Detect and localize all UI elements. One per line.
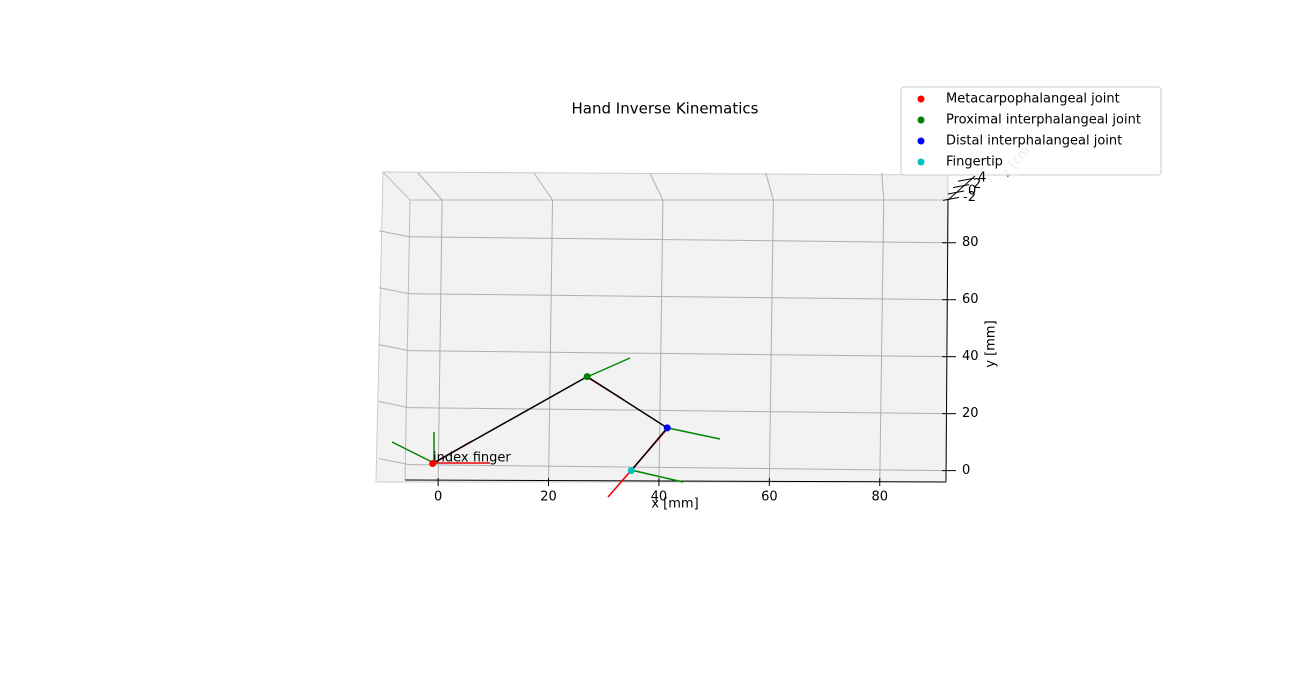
grid — [378, 172, 948, 483]
y-axis — [945, 199, 949, 483]
z-tick — [942, 196, 960, 201]
legend — [900, 86, 1162, 176]
legend-marker — [917, 158, 925, 166]
y-tick-label: 80 — [962, 235, 979, 250]
legend-label: Distal interphalangeal joint — [946, 134, 1122, 149]
x-tick-label: 60 — [761, 490, 778, 505]
x-tick-label: 40 — [651, 490, 668, 505]
grid-line — [879, 199, 885, 483]
legend-label: Proximal interphalangeal joint — [946, 113, 1141, 128]
x-tick-label: 80 — [871, 490, 888, 505]
pane-edge — [404, 199, 411, 481]
frame-axis — [667, 427, 721, 440]
joint-point — [663, 424, 671, 432]
legend-marker — [917, 95, 925, 103]
z-tick — [957, 177, 975, 182]
z-tick-label: 4 — [978, 171, 986, 186]
grid-line — [408, 293, 948, 301]
joint-point — [583, 373, 591, 381]
x-axis-label: x [mm] — [651, 497, 698, 512]
frame-axis — [586, 357, 631, 378]
grid-line — [408, 350, 948, 358]
legend-label: Fingertip — [946, 155, 1003, 170]
z-tick — [952, 184, 970, 189]
grid-line — [649, 172, 664, 201]
x-tick-label: 0 — [434, 490, 442, 505]
z-axis — [947, 175, 976, 201]
legend-label: Metacarpophalangeal joint — [946, 92, 1120, 107]
grid-line — [658, 199, 664, 483]
bones — [432, 375, 668, 472]
legend-marker — [917, 116, 925, 124]
grid-line — [533, 172, 553, 201]
y-tick-label: 60 — [962, 292, 979, 307]
grid-line — [765, 172, 774, 201]
z-tick-label: 0 — [968, 184, 976, 199]
joint-point — [429, 459, 437, 467]
frame-axis — [630, 469, 684, 483]
grid-line — [378, 401, 410, 409]
legend-marker — [917, 137, 925, 145]
z-tick-label: 2 — [973, 177, 981, 192]
grid-line — [378, 230, 410, 238]
z-tick — [947, 190, 965, 195]
grid-line — [408, 464, 948, 472]
y-tick-label: 0 — [962, 463, 970, 478]
grid-line — [881, 172, 885, 201]
y-axis-label: y [mm] — [984, 320, 999, 367]
grid-line — [548, 199, 554, 483]
joint-point — [627, 467, 635, 475]
bone — [432, 375, 588, 465]
grid-line — [417, 172, 443, 201]
grid-line — [437, 199, 443, 483]
bone — [630, 427, 668, 472]
frame-axis — [391, 441, 435, 464]
grid-line — [378, 458, 410, 466]
grid-line — [408, 236, 948, 244]
x-tick-label: 20 — [540, 490, 557, 505]
z-tick-label: -2 — [963, 190, 976, 205]
bone — [586, 375, 668, 429]
y-tick-label: 40 — [962, 349, 979, 364]
legend-entries: Metacarpophalangeal joint Proximal interp… — [917, 92, 1141, 170]
chart-title: Hand Inverse Kinematics — [572, 100, 759, 118]
grid-line — [378, 287, 410, 295]
y-tick-label: 20 — [962, 406, 979, 421]
annotation: index finger — [433, 451, 511, 466]
grid-line — [378, 344, 410, 352]
grid-line — [408, 407, 948, 415]
grid-line — [768, 199, 774, 483]
